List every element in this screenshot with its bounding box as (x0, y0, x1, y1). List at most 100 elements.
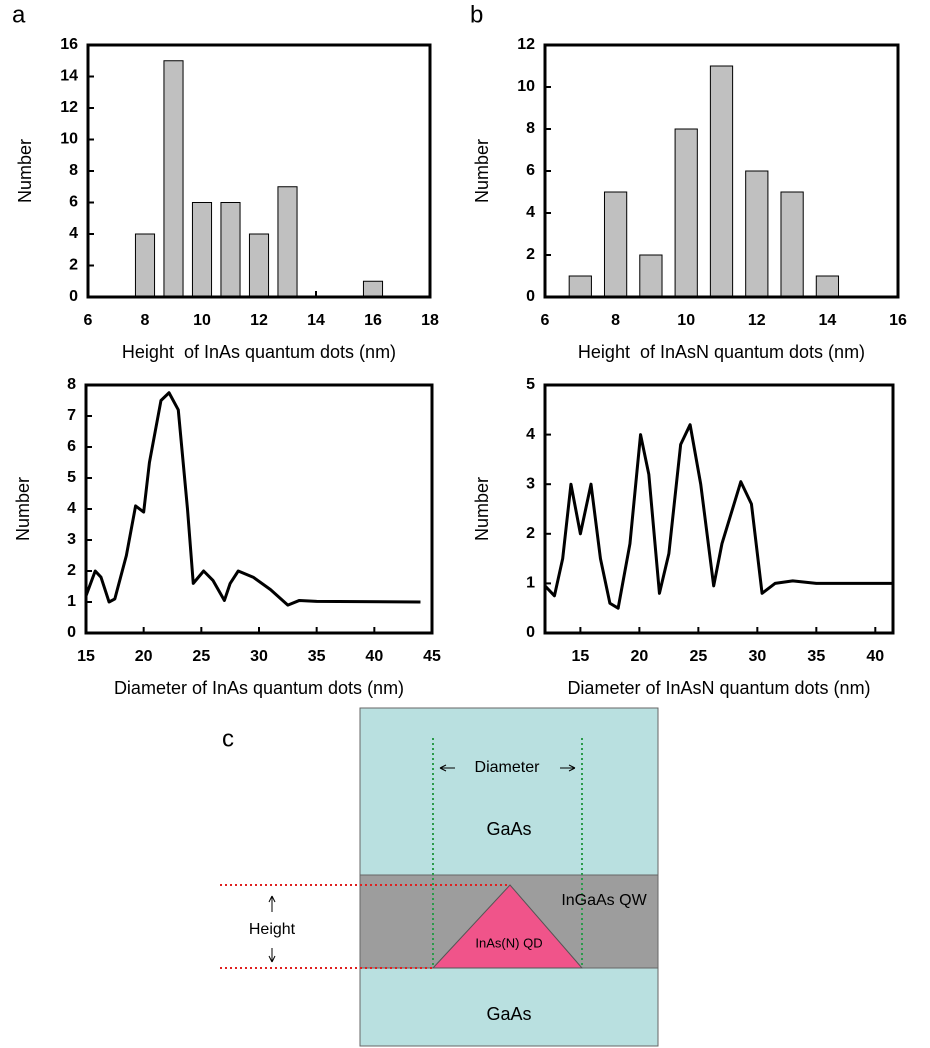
x-tick-label: 25 (192, 648, 210, 665)
x-tick-label: 8 (141, 312, 150, 329)
x-tick-label: 20 (135, 648, 153, 665)
y-tick-label: 3 (67, 531, 76, 548)
y-tick-label: 2 (526, 246, 535, 263)
x-tick-label: 6 (541, 312, 550, 329)
arrow (268, 895, 276, 963)
x-tick-label: 15 (77, 648, 95, 665)
y-tick-label: 10 (517, 78, 535, 95)
y-tick-label: 1 (67, 593, 76, 610)
y-tick-label: 12 (517, 36, 535, 53)
y-tick-label: 2 (526, 525, 535, 542)
bar (220, 202, 241, 298)
bar (362, 280, 384, 298)
x-tick-label: 35 (807, 648, 825, 665)
x-axis-title: Diameter of InAs quantum dots (nm) (114, 678, 404, 698)
y-tick-label: 6 (526, 162, 535, 179)
chart: 0 2 4 6 8 10 12 6 8 10 12 14 16 Height of InAsN quant… (472, 36, 907, 362)
x-tick-label: 30 (748, 648, 766, 665)
bar (709, 65, 734, 298)
bar (277, 186, 298, 298)
x-tick-label: 35 (308, 648, 326, 665)
top-layer (359, 707, 659, 876)
x-tick-label: 30 (250, 648, 268, 665)
y-tick-label: 2 (67, 562, 76, 579)
layer-label: GaAs (486, 1004, 531, 1024)
y-tick-label: 0 (526, 624, 535, 641)
plot-frame (86, 43, 432, 299)
y-tick-label: 8 (526, 120, 535, 137)
y-tick-label: 3 (526, 475, 535, 492)
x-tick-label: 40 (866, 648, 884, 665)
bar (568, 275, 592, 298)
y-tick-label: 0 (526, 288, 535, 305)
y-tick-label: 6 (67, 438, 76, 455)
structure-diagram: Diameter Height GaAs InGaAs QW InAs(N) Q… (220, 707, 659, 1047)
line (543, 423, 893, 610)
bottom-layer (359, 967, 659, 1047)
x-tick-label: 20 (630, 648, 648, 665)
bar (248, 233, 270, 298)
y-tick-label: 5 (526, 376, 535, 393)
x-tick-label: 6 (84, 312, 93, 329)
x-tick-label: 14 (307, 312, 325, 329)
x-tick-label: 12 (748, 312, 766, 329)
y-tick-label: 16 (60, 36, 78, 53)
y-tick-label: 12 (60, 99, 78, 116)
y-tick-label: 8 (69, 162, 78, 179)
x-tick-label: 8 (611, 312, 620, 329)
x-tick-label: 40 (365, 648, 383, 665)
y-tick-label: 1 (526, 575, 535, 592)
y-tick-label: 8 (67, 376, 76, 393)
y-tick-label: 7 (67, 407, 76, 424)
arrow (439, 764, 576, 772)
bar (191, 202, 213, 298)
y-tick-label: 4 (67, 500, 76, 517)
chart: 0 2 4 6 8 10 12 14 16 6 8 10 12 14 16 18 Height of InAs … (15, 36, 439, 362)
y-tick-label: 10 (60, 131, 78, 148)
bar (163, 60, 184, 298)
y-tick-label: 4 (526, 426, 535, 443)
y-tick-label: 5 (67, 469, 76, 486)
x-axis-title: Height of InAs quantum dots (nm) (122, 342, 396, 362)
x-tick-label: 10 (677, 312, 695, 329)
x-tick-label: 45 (423, 648, 441, 665)
y-axis-title: Number (15, 139, 35, 203)
plot-frame (543, 383, 895, 635)
x-tick-label: 16 (889, 312, 907, 329)
x-tick-label: 10 (193, 312, 211, 329)
diameter-label: Diameter (475, 759, 541, 776)
y-tick-label: 2 (69, 257, 78, 274)
line (84, 391, 421, 607)
y-axis-title: Number (472, 477, 492, 541)
y-tick-label: 14 (60, 68, 78, 85)
height-label: Height (249, 921, 296, 938)
y-tick-label: 0 (69, 288, 78, 305)
bar (603, 191, 628, 298)
quantum-dot (431, 884, 584, 969)
plot-frame (84, 383, 434, 635)
panel-label: a (12, 1, 26, 28)
x-tick-label: 14 (819, 312, 837, 329)
dot-label: InAs(N) QD (475, 935, 542, 950)
x-tick-label: 18 (421, 312, 439, 329)
y-tick-label: 4 (526, 204, 535, 221)
y-axis-title: Number (472, 139, 492, 203)
bar (745, 170, 769, 298)
bar (780, 191, 804, 298)
bar (134, 233, 156, 298)
y-tick-label: 0 (67, 624, 76, 641)
y-axis-title: Number (13, 477, 33, 541)
x-tick-label: 12 (250, 312, 268, 329)
panel-label: b (470, 1, 483, 28)
plot-frame (543, 43, 900, 299)
panel-label: c (222, 725, 234, 752)
x-tick-label: 16 (364, 312, 382, 329)
chart: 0 1 2 3 4 5 15 20 25 30 35 40 Diameter of InAsN quan… (472, 376, 895, 698)
x-tick-label: 15 (571, 648, 589, 665)
layer-label: GaAs (486, 819, 531, 839)
y-tick-label: 6 (69, 194, 78, 211)
y-tick-label: 4 (69, 225, 78, 242)
layer-label: InGaAs QW (561, 892, 647, 909)
